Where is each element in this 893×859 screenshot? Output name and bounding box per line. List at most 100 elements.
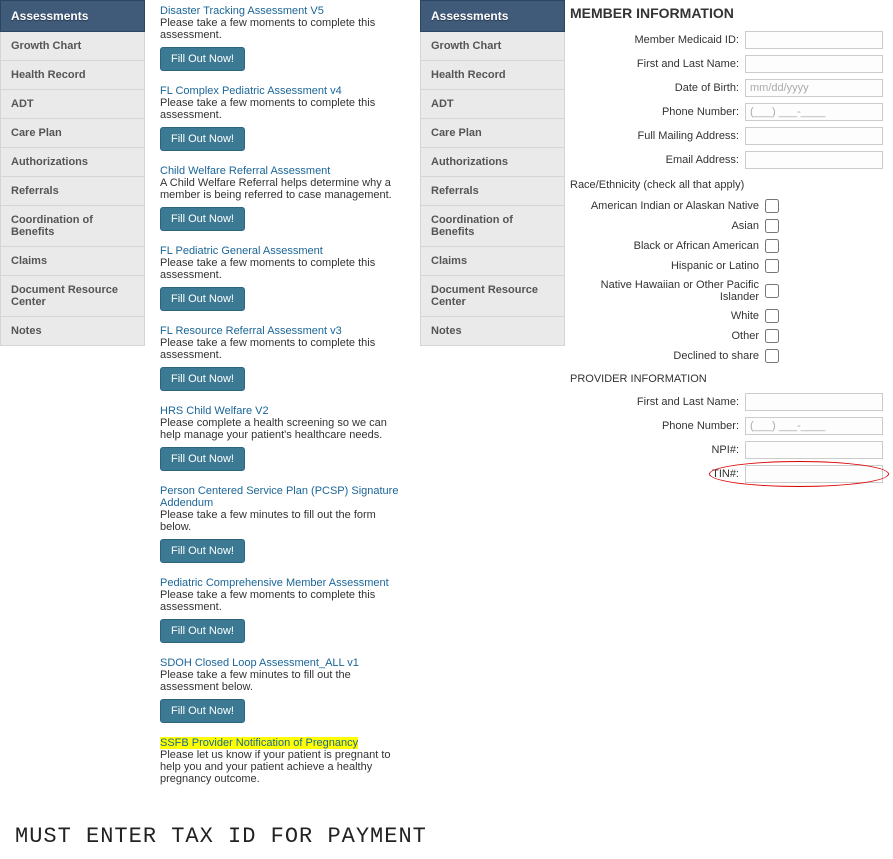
assessment-title: Pediatric Comprehensive Member Assessmen… [160,577,389,589]
checkbox-label: White [570,310,765,322]
field-label: NPI#: [570,444,745,456]
checkbox-row: Other [570,329,883,343]
assessment-block: Disaster Tracking Assessment V5Please ta… [160,5,405,71]
checkbox[interactable] [765,219,779,233]
checkbox-row: Declined to share [570,349,883,363]
field-label: Member Medicaid ID: [570,34,745,46]
form-row: TIN#: [570,465,883,483]
checkbox-label: Other [570,330,765,342]
field-label: Phone Number: [570,420,745,432]
checkbox[interactable] [765,284,779,298]
member-info-panel: MEMBER INFORMATION Member Medicaid ID: Fi… [565,0,893,804]
sidebar-item[interactable]: Document Resource Center [420,276,565,317]
provider-info-header: PROVIDER INFORMATION [570,373,883,385]
sidebar-item[interactable]: ADT [420,90,565,119]
assessment-desc: Please complete a health screening so we… [160,417,405,441]
sidebar-item[interactable]: Health Record [420,61,565,90]
assessment-desc: Please take a few minutes to fill out th… [160,669,405,693]
assessment-title: FL Resource Referral Assessment v3 [160,325,342,337]
sidebar-item[interactable]: Coordination of Benefits [420,206,565,247]
assessment-desc: Please take a few moments to complete th… [160,257,405,281]
assessment-title: SSFB Provider Notification of Pregnancy [160,737,358,749]
assessment-desc: Please take a few moments to complete th… [160,589,405,613]
text-input[interactable] [745,79,883,97]
sidebar-item[interactable]: Claims [420,247,565,276]
text-input[interactable] [745,393,883,411]
assessment-block: SDOH Closed Loop Assessment_ALL v1Please… [160,657,405,723]
checkbox[interactable] [765,199,779,213]
checkbox-label: Native Hawaiian or Other Pacific Islande… [570,279,765,303]
sidebar-item[interactable]: Authorizations [0,148,145,177]
assessment-desc: A Child Welfare Referral helps determine… [160,177,405,201]
assessment-block: Pediatric Comprehensive Member Assessmen… [160,577,405,643]
text-input[interactable] [745,127,883,145]
field-label: First and Last Name: [570,396,745,408]
checkbox-label: Declined to share [570,350,765,362]
sidebar-header: Assessments [0,0,145,32]
sidebar-item[interactable]: Notes [0,317,145,346]
checkbox-label: Asian [570,220,765,232]
fill-out-now-button[interactable]: Fill Out Now! [160,447,245,471]
assessment-title: FL Complex Pediatric Assessment v4 [160,85,342,97]
assessment-title: FL Pediatric General Assessment [160,245,323,257]
text-input[interactable] [745,55,883,73]
sidebar-item[interactable]: Health Record [0,61,145,90]
main-layout: Assessments Growth ChartHealth RecordADT… [0,0,893,804]
checkbox-row: White [570,309,883,323]
assessments-list: Disaster Tracking Assessment V5Please ta… [145,0,420,804]
text-input[interactable] [745,417,883,435]
sidebar-item[interactable]: Document Resource Center [0,276,145,317]
checkbox-row: Hispanic or Latino [570,259,883,273]
sidebar-item[interactable]: Care Plan [420,119,565,148]
assessment-title: Disaster Tracking Assessment V5 [160,5,324,17]
form-row: Phone Number: [570,103,883,121]
race-ethnicity-header: Race/Ethnicity (check all that apply) [570,179,883,191]
checkbox[interactable] [765,309,779,323]
member-info-title: MEMBER INFORMATION [570,5,883,21]
fill-out-now-button[interactable]: Fill Out Now! [160,539,245,563]
form-row: Date of Birth: [570,79,883,97]
fill-out-now-button[interactable]: Fill Out Now! [160,699,245,723]
payment-note: MUST ENTER TAX ID FOR PAYMENT [0,804,893,859]
checkbox[interactable] [765,349,779,363]
checkbox[interactable] [765,259,779,273]
form-row: NPI#: [570,441,883,459]
assessment-block: FL Complex Pediatric Assessment v4Please… [160,85,405,151]
sidebar-item[interactable]: Claims [0,247,145,276]
checkbox[interactable] [765,239,779,253]
left-group: Assessments Growth ChartHealth RecordADT… [0,0,420,804]
assessment-desc: Please take a few moments to complete th… [160,17,405,41]
text-input[interactable] [745,465,883,483]
assessment-block: FL Pediatric General AssessmentPlease ta… [160,245,405,311]
field-label: Date of Birth: [570,82,745,94]
sidebar-item[interactable]: ADT [0,90,145,119]
sidebar-item[interactable]: Coordination of Benefits [0,206,145,247]
fill-out-now-button[interactable]: Fill Out Now! [160,287,245,311]
assessment-block: Child Welfare Referral AssessmentA Child… [160,165,405,231]
sidebar-item[interactable]: Authorizations [420,148,565,177]
fill-out-now-button[interactable]: Fill Out Now! [160,207,245,231]
checkbox-label: Hispanic or Latino [570,260,765,272]
sidebar-item[interactable]: Referrals [420,177,565,206]
fill-out-now-button[interactable]: Fill Out Now! [160,47,245,71]
sidebar-item[interactable]: Notes [420,317,565,346]
text-input[interactable] [745,31,883,49]
text-input[interactable] [745,103,883,121]
sidebar-item[interactable]: Care Plan [0,119,145,148]
fill-out-now-button[interactable]: Fill Out Now! [160,619,245,643]
checkbox[interactable] [765,329,779,343]
assessment-desc: Please let us know if your patient is pr… [160,749,405,785]
sidebar-item[interactable]: Referrals [0,177,145,206]
form-row: First and Last Name: [570,55,883,73]
text-input[interactable] [745,151,883,169]
sidebar-item[interactable]: Growth Chart [420,32,565,61]
text-input[interactable] [745,441,883,459]
fill-out-now-button[interactable]: Fill Out Now! [160,367,245,391]
field-label: Email Address: [570,154,745,166]
fill-out-now-button[interactable]: Fill Out Now! [160,127,245,151]
assessment-title: Person Centered Service Plan (PCSP) Sign… [160,485,398,509]
sidebar-item[interactable]: Growth Chart [0,32,145,61]
field-label: TIN#: [570,468,745,480]
checkbox-row: Asian [570,219,883,233]
form-row: Member Medicaid ID: [570,31,883,49]
